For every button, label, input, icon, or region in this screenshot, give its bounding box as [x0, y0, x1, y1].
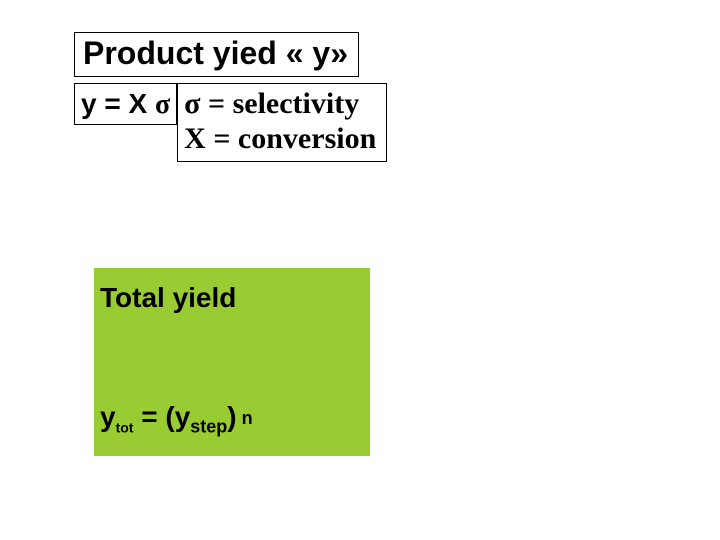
definition-line-1: σ = selectivity: [184, 86, 376, 121]
definition-line-2: X = conversion: [184, 121, 376, 156]
slide: Product yied « y» y = X σ σ = selectivit…: [0, 0, 720, 540]
equation-right-box: σ = selectivity X = conversion: [177, 83, 387, 162]
title-text: Product yied « y»: [83, 35, 348, 71]
total-yield-heading: Total yield: [100, 282, 364, 314]
total-yield-box: Total yield ytot = (ystep) n: [94, 268, 370, 456]
title-box: Product yied « y»: [74, 32, 359, 77]
total-yield-formula: ytot = (ystep) n: [100, 401, 253, 438]
equation-row: y = X σ σ = selectivity X = conversion: [74, 83, 387, 162]
equation-left-text: y = X σ: [81, 88, 170, 121]
equation-left-box: y = X σ: [74, 83, 177, 125]
